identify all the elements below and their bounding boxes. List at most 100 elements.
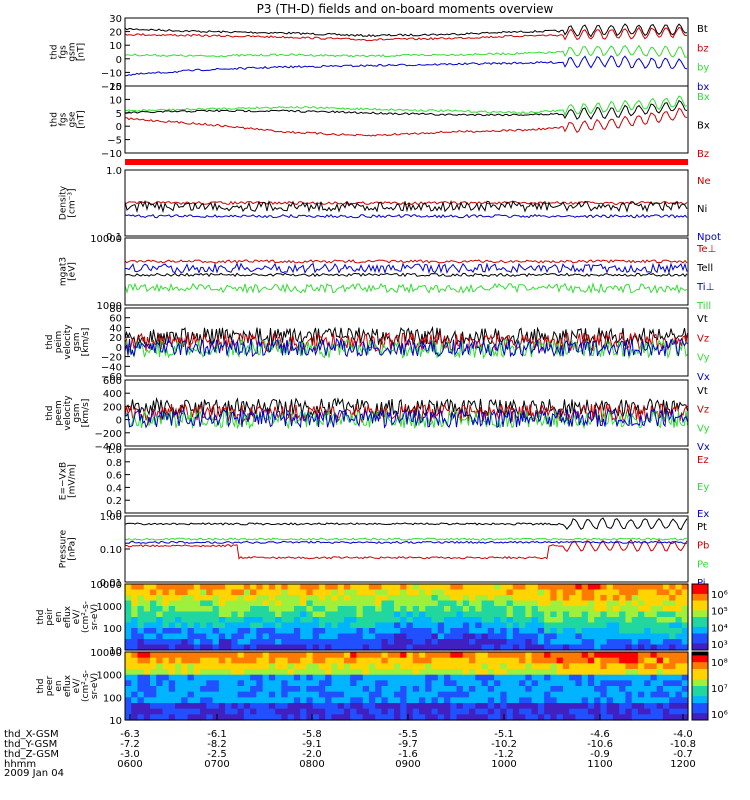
heatmap-cell xyxy=(512,669,520,676)
heatmap-cell xyxy=(393,622,401,629)
heatmap-cell xyxy=(175,611,182,618)
heatmap-cell xyxy=(419,697,426,704)
heatmap-cell xyxy=(356,639,364,646)
heatmap-cell xyxy=(231,622,239,629)
heatmap-cell xyxy=(212,703,220,710)
heatmap-cell xyxy=(594,680,602,687)
heatmap-cell xyxy=(512,663,520,670)
heatmap-cell xyxy=(368,669,376,676)
heatmap-cell xyxy=(318,617,326,624)
heatmap-cell xyxy=(512,674,520,681)
heatmap-cell xyxy=(650,589,658,596)
heatmap-cell xyxy=(206,584,214,591)
heatmap-cell xyxy=(375,663,383,670)
heatmap-cell xyxy=(256,584,264,591)
heatmap-cell xyxy=(575,674,583,681)
heatmap-cell xyxy=(150,714,157,721)
heatmap-cell xyxy=(143,595,151,602)
heatmap-cell xyxy=(350,674,358,681)
y-tick-label: 100 xyxy=(103,624,122,635)
heatmap-cell xyxy=(456,697,464,704)
heatmap-cell xyxy=(544,584,551,591)
heatmap-cell xyxy=(581,703,589,710)
heatmap-cell xyxy=(537,680,545,687)
heatmap-cell xyxy=(506,584,514,591)
heatmap-cell xyxy=(287,657,295,664)
heatmap-cell xyxy=(606,595,614,602)
heatmap-cell xyxy=(412,714,420,721)
heatmap-cell xyxy=(500,622,508,629)
heatmap-cell xyxy=(325,639,333,646)
heatmap-cell xyxy=(481,691,489,698)
heatmap-cell xyxy=(619,708,627,715)
heatmap-cell xyxy=(481,622,489,629)
heatmap-cell xyxy=(525,628,533,635)
heatmap-cell xyxy=(556,600,564,607)
series-line-bt xyxy=(124,23,688,38)
series-line-tell xyxy=(124,272,688,278)
heatmap-cell xyxy=(275,652,282,659)
y-tick-label: 80 xyxy=(109,304,122,315)
heatmap-cell xyxy=(606,703,614,710)
heatmap-cell xyxy=(581,674,589,681)
heatmap-cell xyxy=(400,686,408,693)
heatmap-cell xyxy=(150,606,157,613)
heatmap-cell xyxy=(231,584,239,591)
heatmap-cell xyxy=(393,652,401,659)
heatmap-cell xyxy=(456,674,464,681)
heatmap-cell xyxy=(293,652,301,659)
heatmap-cell xyxy=(444,652,451,659)
heatmap-cell xyxy=(275,622,282,629)
heatmap-cell xyxy=(637,644,645,651)
heatmap-cell xyxy=(600,606,608,613)
heatmap-cell xyxy=(300,589,308,596)
heatmap-cell xyxy=(562,691,570,698)
heatmap-cell xyxy=(262,628,270,635)
heatmap-cell xyxy=(600,657,608,664)
heatmap-cell xyxy=(575,600,583,607)
heatmap-cell xyxy=(200,708,207,715)
heatmap-cell xyxy=(569,703,576,710)
heatmap-cell xyxy=(143,708,151,715)
heatmap-cell xyxy=(494,652,501,659)
heatmap-cell xyxy=(318,595,326,602)
heatmap-cell xyxy=(287,669,295,676)
heatmap-cell xyxy=(531,628,539,635)
heatmap-cell xyxy=(662,674,670,681)
heatmap-cell xyxy=(569,708,576,715)
heatmap-cell xyxy=(531,595,539,602)
heatmap-cell xyxy=(175,652,182,659)
heatmap-cell xyxy=(343,663,351,670)
heatmap-cell xyxy=(631,691,639,698)
heatmap-cell xyxy=(562,657,570,664)
heatmap-cell xyxy=(487,691,495,698)
heatmap-cell xyxy=(381,606,389,613)
heatmap-cell xyxy=(587,708,595,715)
heatmap-cell xyxy=(400,714,408,721)
heatmap-cell xyxy=(550,611,558,618)
heatmap-cell xyxy=(312,691,320,698)
heatmap-cell xyxy=(669,714,677,721)
heatmap-cell xyxy=(250,639,257,646)
x-tick-label: -10.2 xyxy=(491,739,517,750)
y-tick-label: 60 xyxy=(109,314,122,325)
heatmap-cell xyxy=(556,691,564,698)
heatmap-cell xyxy=(487,674,495,681)
heatmap-cell xyxy=(275,628,282,635)
heatmap-cell xyxy=(644,600,652,607)
heatmap-cell xyxy=(337,628,345,635)
heatmap-cell xyxy=(581,680,589,687)
heatmap-cell xyxy=(500,669,508,676)
heatmap-cell xyxy=(625,663,633,670)
heatmap-cell xyxy=(375,589,383,596)
heatmap-cell xyxy=(531,714,539,721)
heatmap-cell xyxy=(656,686,664,693)
heatmap-cell xyxy=(400,584,408,591)
heatmap-cell xyxy=(469,595,476,602)
heatmap-cell xyxy=(143,600,151,607)
heatmap-cell xyxy=(187,606,195,613)
heatmap-cell xyxy=(587,657,595,664)
heatmap-cell xyxy=(137,708,145,715)
colorbar-segment xyxy=(692,646,708,651)
heatmap-cell xyxy=(681,606,689,613)
